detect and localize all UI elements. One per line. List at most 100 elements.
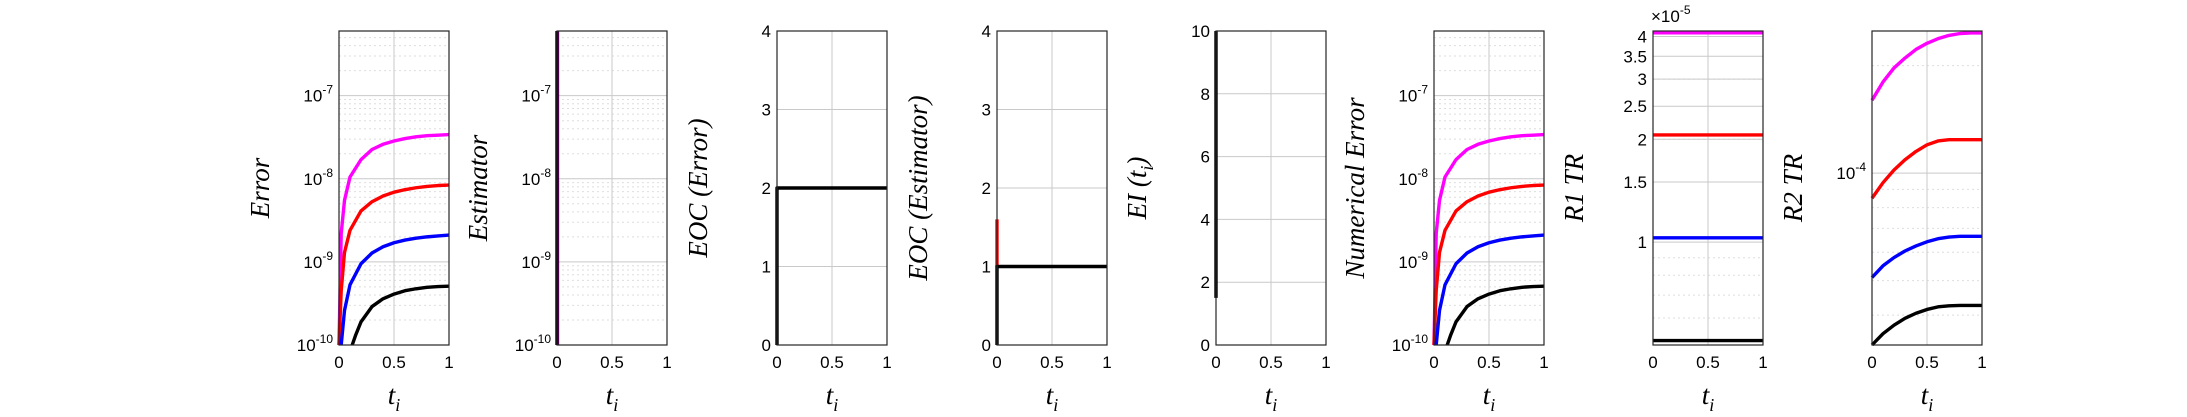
axes-frame: [1871, 30, 1983, 346]
x-tick-label: 0: [1211, 353, 1220, 372]
y-axis-label: Error: [245, 157, 275, 219]
x-tick-label: 0.5: [1696, 353, 1720, 372]
panel-4: 0 0.5 1 0 1 2 3 4 ti EOC (Estimator): [903, 22, 1112, 415]
x-tick-label: 0: [992, 353, 1001, 372]
series-line-4: [350, 284, 450, 346]
y-axis-label: Numerical Error: [1340, 97, 1370, 280]
y-tick-label: 0: [1201, 336, 1210, 355]
x-axis-label: ti: [826, 380, 839, 415]
x-tick-label: 1: [1102, 353, 1111, 372]
panel-6: 0 0.5 1 10-10 10-9 10-8 10-7 ti Numerical Error: [1340, 30, 1549, 415]
x-tick-label: 0.5: [1259, 353, 1283, 372]
y-axis-label: EOC (Estimator): [903, 95, 933, 281]
x-tick-label: 0: [1429, 353, 1438, 372]
x-axis-label: ti: [388, 380, 401, 415]
y-tick-label: 0: [762, 336, 771, 355]
y-tick-label: 10-7: [521, 83, 551, 106]
y-tick-label: 3: [1638, 70, 1647, 89]
y-tick-label: 4: [1201, 210, 1210, 229]
axes-frame: [338, 30, 450, 346]
x-axis-label: ti: [1483, 380, 1496, 415]
series-line-3: [339, 233, 450, 346]
y-tick-label: 6: [1201, 148, 1210, 167]
y-tick-label: 10-4: [1836, 160, 1866, 183]
y-tick-label: 4: [982, 22, 991, 41]
y-axis-label: EOC (Error): [683, 118, 713, 258]
y-tick-label: 10-9: [521, 249, 551, 272]
y-tick-label: 3: [982, 101, 991, 120]
y-tick-label: 4: [1638, 27, 1647, 46]
y-axis-label: R2 TR: [1778, 153, 1808, 223]
x-tick-label: 1: [444, 353, 453, 372]
axes-frame: [1215, 30, 1327, 346]
y-tick-label: 10-8: [521, 166, 551, 189]
x-tick-label: 1: [1977, 353, 1986, 372]
x-axis-label: ti: [606, 380, 619, 415]
series-line-2: [1432, 183, 1545, 346]
series-line-3: [1870, 234, 1982, 279]
x-axis-label: ti: [1921, 380, 1934, 415]
y-tick-label: 1: [982, 258, 991, 277]
y-tick-label: 1: [762, 258, 771, 277]
y-tick-label: 10-7: [1398, 83, 1428, 106]
x-tick-label: 1: [1539, 353, 1548, 372]
y-tick-label: 10-8: [1398, 166, 1428, 189]
axes-frame: [1652, 30, 1764, 346]
x-tick-label: 0.5: [1040, 353, 1064, 372]
y-tick-label: 2: [762, 179, 771, 198]
y-tick-label: 2.5: [1623, 97, 1647, 116]
x-axis-label: ti: [1265, 380, 1278, 415]
y-tick-label: 2: [1638, 130, 1647, 149]
panel-7: 0 0.5 1 1 1.5 2 2.5 3 3.54×10-5 ti R1 TR: [1559, 3, 1768, 415]
y-tick-label: 10: [1191, 22, 1210, 41]
y-tick-label: 1.5: [1623, 173, 1647, 192]
x-tick-label: 0.5: [600, 353, 624, 372]
y-tick-label: 10-10: [515, 332, 552, 355]
panel-2: 0 0.5 1 10-10 10-9 10-8 10-7 ti Estimator: [463, 30, 672, 415]
x-axis-label: ti: [1702, 380, 1715, 415]
y-tick-label: 10-9: [1398, 249, 1428, 272]
y-tick-label: 1: [1638, 233, 1647, 252]
x-tick-label: 1: [882, 353, 891, 372]
y-tick-label: 0: [982, 336, 991, 355]
x-tick-label: 0.5: [1915, 353, 1939, 372]
axes-frame: [556, 30, 668, 346]
panel-3: 0 0.5 1 0 1 2 3 4 ti EOC (Error): [683, 22, 892, 415]
x-tick-label: 0.5: [382, 353, 406, 372]
x-tick-label: 1: [1758, 353, 1767, 372]
series-line-3: [1434, 233, 1545, 346]
y-tick-label: 10-9: [303, 249, 333, 272]
x-tick-label: 0: [1648, 353, 1657, 372]
axes-frame: [776, 30, 888, 346]
x-tick-label: 1: [662, 353, 671, 372]
series-line-1: [337, 132, 450, 346]
x-axis-label: ti: [1046, 380, 1059, 415]
y-tick-label: 4: [762, 22, 771, 41]
x-tick-label: 0: [552, 353, 561, 372]
y-tick-label: 2: [1201, 273, 1210, 292]
y-tick-label: 3.5: [1623, 47, 1647, 66]
y-axis-label: R1 TR: [1559, 153, 1589, 223]
series-line-2: [1870, 138, 1982, 200]
y-axis-label: EI (ti): [1122, 157, 1157, 221]
axes-frame: [996, 30, 1108, 346]
series-line-2: [337, 183, 450, 346]
panel-1: 0 0.5 1 10-10 10-9 10-8 10-7 ti Error: [245, 30, 454, 415]
y-axis-label: Estimator: [463, 134, 493, 242]
y-tick-label: 3: [762, 101, 771, 120]
series-line-4: [1870, 303, 1982, 347]
axes-frame: [1433, 30, 1545, 346]
x-tick-label: 0: [772, 353, 781, 372]
y-tick-label: 10-7: [303, 83, 333, 106]
series-line-1: [1432, 132, 1545, 346]
x-tick-label: 1: [1321, 353, 1330, 372]
panel-8: 0 0.5 1 10-4 ti R2 TR: [1778, 30, 1987, 415]
series-line-1: [1870, 31, 1982, 102]
x-tick-label: 0: [334, 353, 343, 372]
x-tick-label: 0: [1867, 353, 1876, 372]
y-tick-label: 10-10: [297, 332, 334, 355]
y-tick-label: 2: [982, 179, 991, 198]
x-tick-label: 0.5: [1477, 353, 1501, 372]
